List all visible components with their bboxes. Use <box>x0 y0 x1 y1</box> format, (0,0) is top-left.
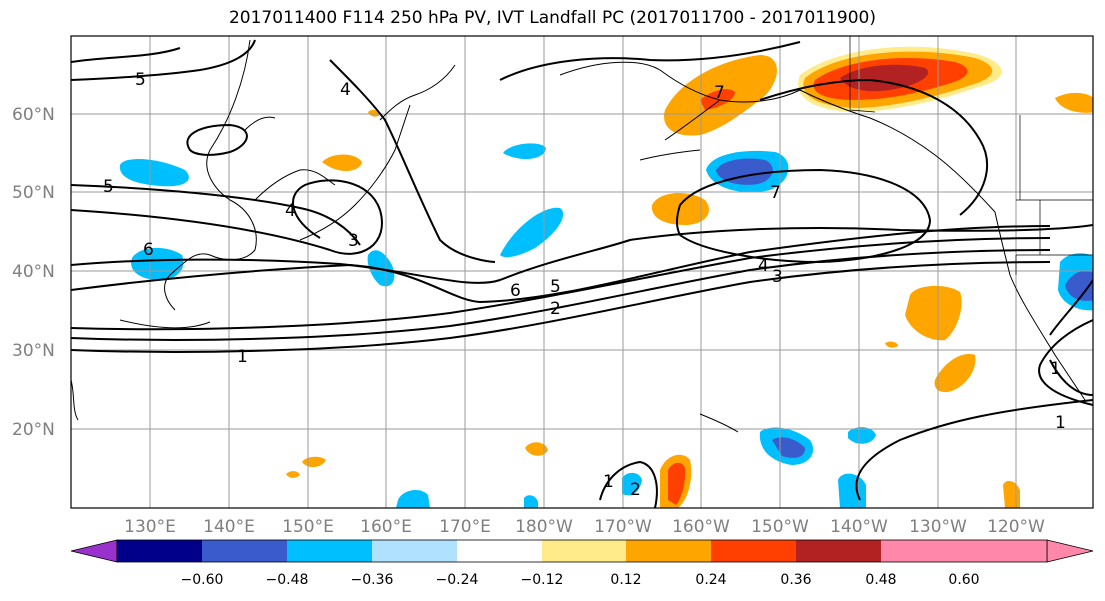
lon-label: 180°W <box>515 517 573 537</box>
lat-label: 60°N <box>12 105 55 125</box>
colorbar: −0.60 −0.48 −0.36 −0.24 −0.12 0.12 0.24 … <box>70 539 1094 588</box>
lat-label: 40°N <box>12 262 55 282</box>
contour-label: 1 <box>1055 413 1066 433</box>
contour-label: 3 <box>772 267 783 287</box>
colorbar-segment <box>1046 539 1094 563</box>
contour-label: 4 <box>340 80 351 100</box>
colorbar-segment <box>964 540 1047 562</box>
coastlines <box>71 39 1086 508</box>
lon-label: 130°E <box>124 517 176 537</box>
political-borders <box>849 36 1093 275</box>
lat-label: 30°N <box>12 341 55 361</box>
colorbar-segment <box>70 539 118 563</box>
colorbar-segment <box>796 540 881 562</box>
map-gridlines <box>71 36 1093 508</box>
colorbar-segment <box>457 540 542 562</box>
colorbar-tick-label: −0.36 <box>351 572 394 588</box>
colorbar-tick-label: 0.24 <box>695 572 726 588</box>
colorbar-ticks: −0.60 −0.48 −0.36 −0.24 −0.12 0.12 0.24 … <box>181 572 980 588</box>
contour-label: 1 <box>603 472 614 492</box>
colorbar-tick-label: 0.36 <box>780 572 811 588</box>
ivt-shading <box>119 46 1093 508</box>
contour-label: 2 <box>630 480 641 500</box>
lat-label: 20°N <box>12 420 55 440</box>
lon-label: 160°E <box>360 517 412 537</box>
colorbar-segment <box>287 540 372 562</box>
contour-label: 5 <box>135 70 146 90</box>
colorbar-segment <box>117 540 202 562</box>
latitude-labels: 60°N 50°N 40°N 30°N 20°N <box>12 105 55 440</box>
contour-label: 1 <box>237 347 248 367</box>
colorbar-segment <box>202 540 287 562</box>
colorbar-tick-label: −0.48 <box>266 572 309 588</box>
lon-label: 140°W <box>830 517 888 537</box>
colorbar-tick-label: −0.60 <box>181 572 224 588</box>
lon-label: 120°W <box>987 517 1045 537</box>
map-frame <box>70 35 1094 509</box>
colorbar-segment <box>626 540 711 562</box>
lon-label: 170°W <box>594 517 652 537</box>
contour-label: 4 <box>758 256 769 276</box>
colorbar-outline <box>116 539 1048 563</box>
contour-label: 5 <box>550 277 561 297</box>
colorbar-segment <box>542 540 626 562</box>
longitude-labels: 130°E 140°E 150°E 160°E 170°E 180°W 170°… <box>124 517 1045 537</box>
lon-label: 130°W <box>909 517 967 537</box>
lon-label: 150°E <box>282 517 334 537</box>
colorbar-tick-label: 0.12 <box>610 572 641 588</box>
lat-label: 50°N <box>12 183 55 203</box>
lon-label: 140°E <box>203 517 255 537</box>
colorbar-tick-label: 0.60 <box>948 572 979 588</box>
contour-label: 3 <box>348 231 359 251</box>
lon-label: 170°E <box>439 517 491 537</box>
colorbar-tick-label: 0.48 <box>865 572 896 588</box>
contour-labels: 5 4 7 5 4 3 6 4 3 6 5 2 1 7 1 1 2 1 <box>103 70 1066 500</box>
contour-label: 5 <box>103 177 114 197</box>
colorbar-segment <box>711 540 796 562</box>
contour-label: 7 <box>770 183 781 203</box>
pv-contours <box>71 39 1093 508</box>
contour-label: 2 <box>550 299 561 319</box>
contour-label: 6 <box>510 281 521 301</box>
contour-label: 4 <box>285 201 296 221</box>
contour-label: 6 <box>143 240 154 260</box>
map-title: 2017011400 F114 250 hPa PV, IVT Landfall… <box>228 8 876 28</box>
colorbar-tick-label: −0.24 <box>436 572 479 588</box>
colorbar-segment <box>372 540 457 562</box>
lon-label: 150°W <box>751 517 809 537</box>
colorbar-tick-label: −0.12 <box>521 572 564 588</box>
colorbar-segment <box>881 540 964 562</box>
lon-label: 160°W <box>672 517 730 537</box>
contour-label: 1 <box>1050 359 1061 379</box>
contour-label: 7 <box>714 83 725 103</box>
